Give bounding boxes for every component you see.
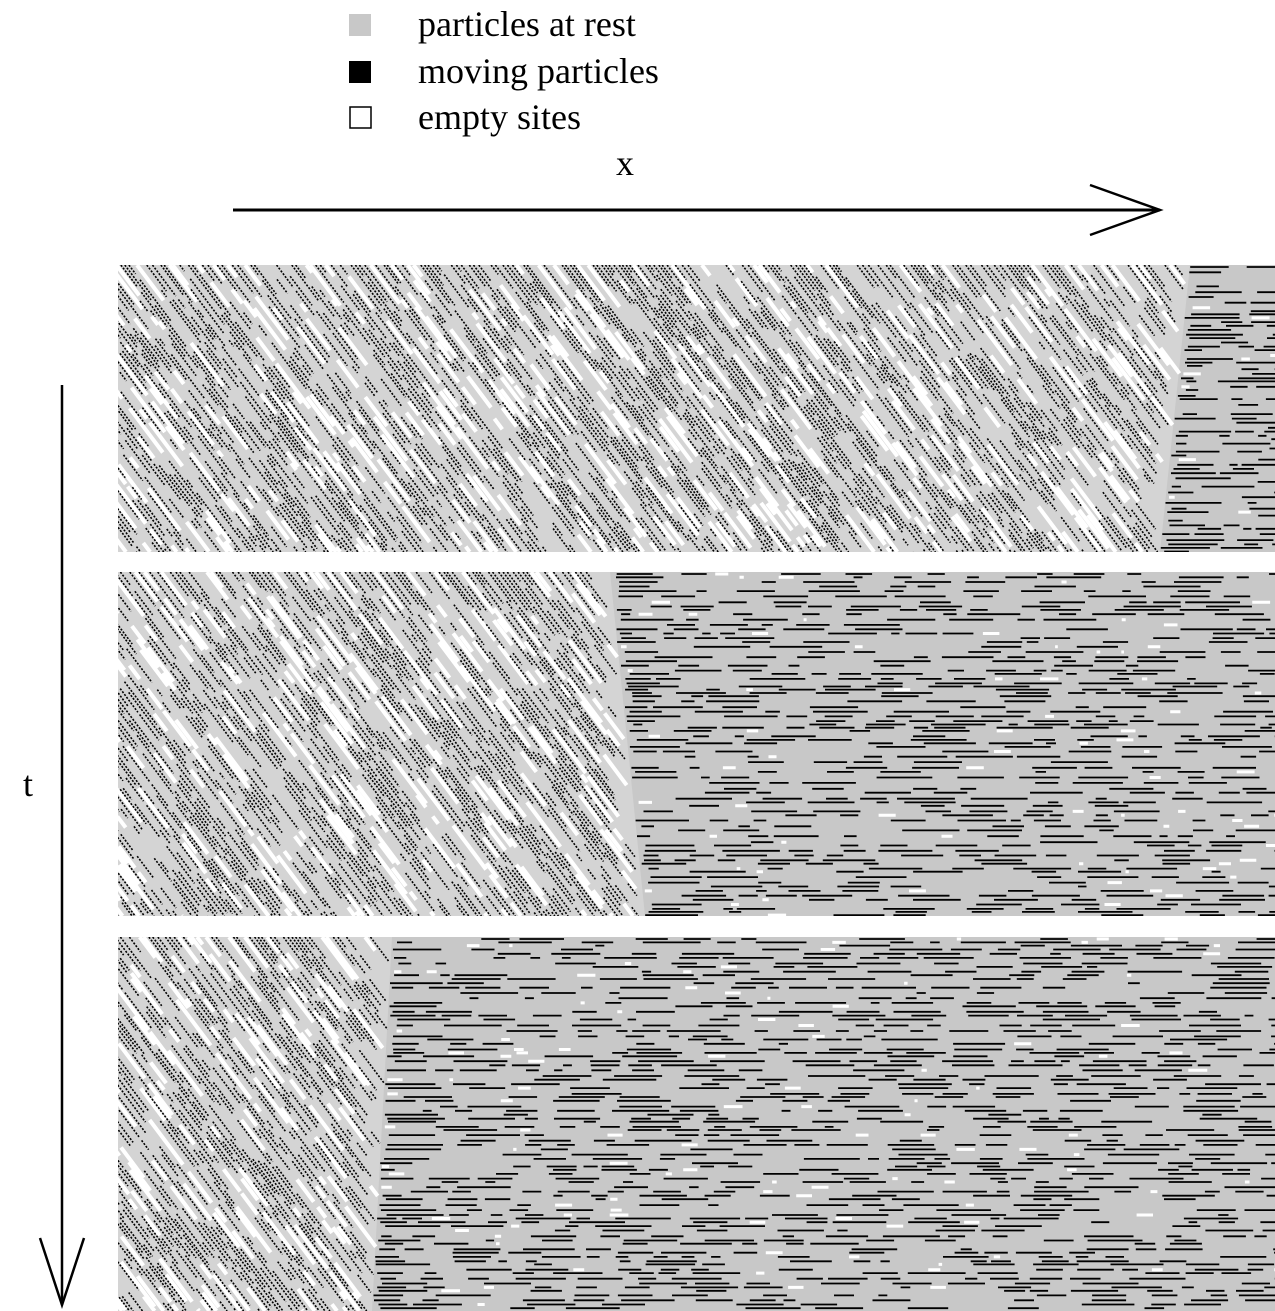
free-gaps [118, 265, 1187, 552]
jam-gaps [381, 937, 1275, 1306]
jam-streaks [616, 573, 1275, 916]
t-axis-label: t [23, 764, 33, 804]
jam-gaps [1169, 306, 1275, 514]
moving-particles [118, 265, 1184, 552]
jam-streaks [1160, 266, 1275, 552]
free-gaps [118, 572, 638, 916]
legend-swatch-moving [349, 61, 371, 83]
x-axis-label: x [616, 143, 634, 183]
x-arrow [233, 183, 1164, 237]
legend-swatch-empty [349, 106, 372, 129]
legend-label: particles at rest [418, 4, 636, 44]
moving-particles [118, 572, 640, 916]
space-time-panels [118, 265, 1275, 1311]
legend-label: empty sites [418, 97, 581, 137]
jam-gaps [621, 572, 1275, 916]
panel [118, 265, 1275, 552]
panel [118, 572, 1275, 916]
jam-streaks [373, 938, 1275, 1310]
moving-particles [118, 937, 390, 1311]
legend-swatch-rest [349, 14, 371, 36]
panel [118, 937, 1275, 1311]
free-gaps [118, 937, 385, 1311]
jam-region [1160, 265, 1275, 552]
t-arrow [38, 385, 86, 1310]
legend-label: moving particles [418, 51, 659, 91]
